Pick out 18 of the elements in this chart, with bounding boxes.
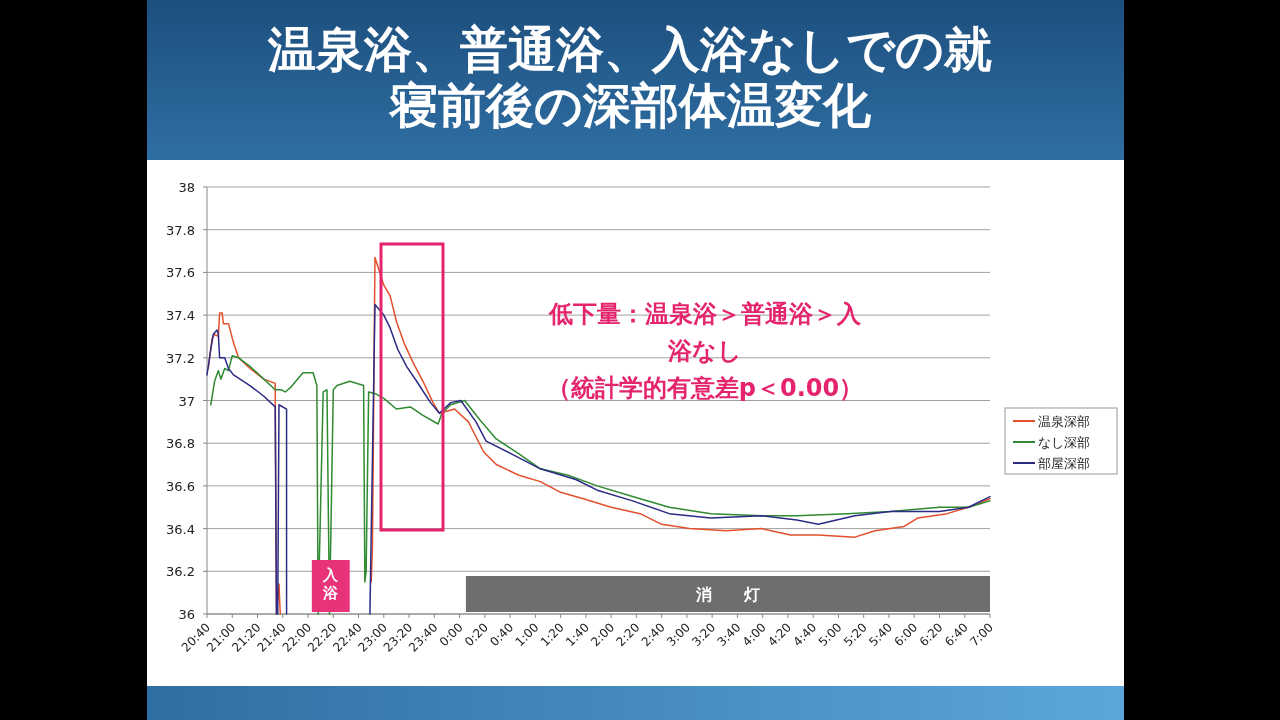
annotation: 低下量：温泉浴＞普通浴＞入浴なし（統計学的有意差p＜0.00） — [546, 300, 864, 402]
y-tick-label: 37.8 — [166, 222, 195, 238]
y-tick-label: 36.4 — [166, 521, 195, 537]
y-tick-label: 37.4 — [166, 308, 195, 324]
band-label: 入浴 — [322, 566, 340, 602]
legend-label: なし深部 — [1038, 435, 1090, 450]
legend-label: 部屋深部 — [1038, 456, 1090, 471]
y-tick-label: 37 — [178, 393, 195, 409]
y-tick-label: 36.2 — [166, 564, 195, 580]
y-tick-label: 36.8 — [166, 436, 195, 452]
y-tick-label: 36 — [178, 607, 195, 622]
y-tick-label: 37.2 — [166, 350, 195, 366]
y-tick-label: 38 — [178, 180, 195, 195]
y-tick-label: 37.6 — [166, 265, 195, 281]
chart-title: 温泉浴、普通浴、入浴なしでの就寝前後の深部体温変化 — [267, 21, 992, 133]
legend-label: 温泉深部 — [1038, 414, 1090, 429]
y-tick-label: 36.6 — [166, 478, 195, 494]
band-label: 消 灯 — [694, 585, 760, 604]
